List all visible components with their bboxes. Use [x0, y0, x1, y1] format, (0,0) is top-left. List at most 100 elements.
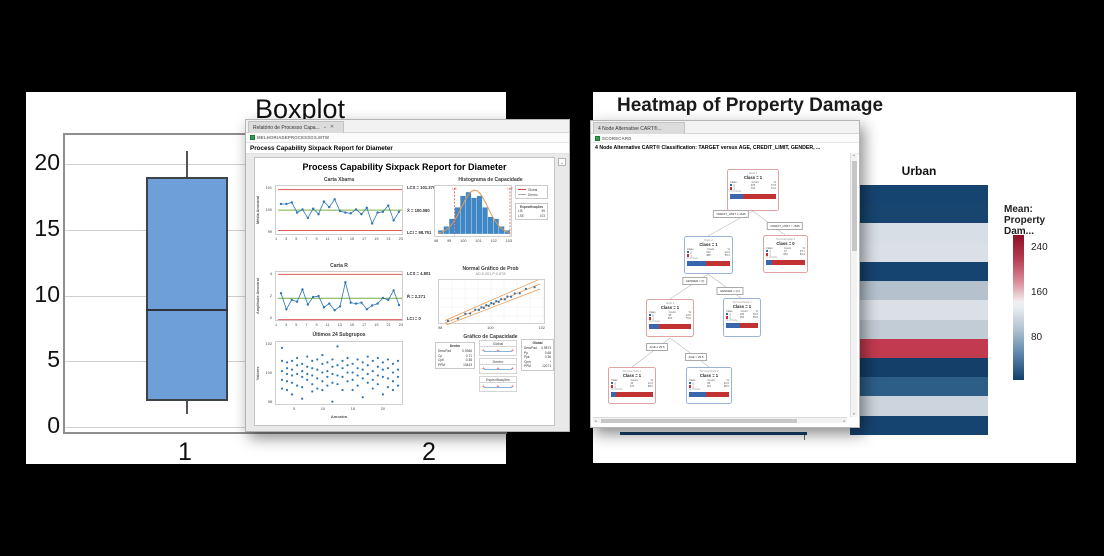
heatmap-cell[interactable]	[850, 377, 988, 397]
horizontal-scrollbar[interactable]: ◄ ►	[593, 417, 847, 423]
node-table-header: Class Count%	[726, 309, 758, 313]
heatmap-cell[interactable]	[850, 281, 988, 301]
tree-node[interactable]: Node 1 Class = 1 Class Count% 0 278 27.8 1 722 72…	[727, 169, 779, 211]
x-tick-label: 11	[325, 237, 330, 241]
vertical-scroll-thumb[interactable]	[852, 161, 857, 251]
worksheet-name: MELHORIADEPROCESSOS.MTW	[257, 135, 330, 140]
interval-line	[483, 369, 513, 370]
tree-node[interactable]: Terminal Node 3 Class = 1 Class Count% 0 135 4…	[723, 298, 761, 337]
split-condition[interactable]: GENDER = (m)	[716, 287, 744, 295]
interval-label: Global	[479, 340, 517, 347]
y-tick-label: 100	[265, 371, 272, 375]
split-condition[interactable]: CREDIT_LIMIT ≤ 1545	[712, 210, 750, 218]
horizontal-scroll-thumb[interactable]	[601, 419, 797, 423]
node-subtitle: Node 1	[748, 171, 758, 175]
split-condition[interactable]: AGE ≤ 29.5	[646, 343, 668, 351]
node-bar-caption: % of Node	[766, 256, 778, 260]
split-condition[interactable]: AGE > 29.5	[684, 353, 708, 361]
node-class-bar	[766, 260, 805, 265]
chevron-down-icon[interactable]: ⌄	[322, 124, 327, 130]
heatmap-cell[interactable]	[850, 396, 988, 416]
interval-group: Dentro+++	[479, 358, 517, 374]
vertical-scrollbar[interactable]: ▲ ▼	[850, 153, 857, 417]
node-table-row: 1 304 76.0	[649, 317, 691, 321]
cart-tab[interactable]: 4 Node Alternative CART®...	[593, 122, 685, 134]
x-tick-label: 98	[438, 326, 443, 330]
tree-node[interactable]: Terminal Node 4 Class = 0 Class Count% 0 47 15…	[763, 235, 808, 273]
tree-node[interactable]: Node 2 Class = 1 Class Count% 0 312 44.6 1 388 55…	[684, 236, 733, 274]
scroll-left-icon[interactable]: ◄	[594, 418, 597, 423]
x-tick-label: 15	[350, 407, 356, 411]
probplot-plot	[438, 278, 546, 326]
worksheet-icon	[250, 135, 255, 140]
x-tick-label: 15	[349, 323, 355, 327]
heatmap-cell[interactable]	[850, 261, 988, 282]
x-tick-label: 1	[275, 237, 278, 241]
worksheet-icon	[595, 135, 600, 141]
node-bar-caption: % of Node	[726, 319, 738, 323]
node-table: Class Count% 0 96 24.0 1 304 76.0	[649, 311, 691, 321]
x-category-label: 2	[422, 438, 436, 466]
sixpack-content: Process Capability Sixpack Report for Di…	[246, 154, 569, 431]
stat-row: DesvPad 0.9366	[438, 349, 472, 353]
x-tick-label: 5	[293, 407, 296, 411]
node-table-header: Class Count%	[766, 246, 805, 250]
heatmap-cell[interactable]	[850, 338, 988, 358]
node-table: Class Count% 0 312 44.6 1 388 55.4	[687, 248, 730, 258]
node-table: Class Count% 0 47 15.7 1 253 84.3	[766, 247, 805, 257]
node-table-row: 0 47 15.7	[766, 249, 805, 254]
control-limit-label: LCS = 4.801	[407, 271, 431, 276]
heatmap-cell[interactable]	[850, 204, 988, 224]
overall-title: Global	[532, 341, 543, 345]
rchart-plot	[275, 271, 403, 321]
heatmap-cell[interactable]	[850, 300, 988, 320]
tree-node[interactable]: Terminal Node 2 Class = 1 Class Count% 0 84 42…	[686, 367, 732, 404]
scroll-up-icon[interactable]: ▲	[852, 153, 856, 157]
tree-node[interactable]: Node 3 Class = 1 Class Count% 0 96 24.0 1 304 76.…	[646, 299, 694, 337]
control-limit-label: X̄ = 100.060	[407, 207, 430, 213]
capability-within-box: Dentro DesvPad 0.9366 Cp 0.71 CpK 0.38 PPM 1344…	[435, 342, 475, 370]
node-table-row: 0 135 45.0	[726, 312, 758, 317]
stat-row: PPM 12071	[524, 364, 551, 369]
split-condition[interactable]: CREDIT_LIMIT > 1545	[766, 222, 804, 230]
y-tick-label: 99	[267, 230, 272, 234]
legend-title-line1: Mean:	[1004, 204, 1033, 215]
y-tick-label: 0	[47, 412, 60, 438]
interval-label: Especificações	[479, 376, 517, 383]
heatmap-cell[interactable]	[850, 319, 988, 339]
sixpack-heading: Process Capability Sixpack Report for Di…	[246, 143, 569, 154]
interval-group: Global+++	[479, 340, 517, 356]
chevron-down-icon[interactable]: ⌄	[558, 158, 566, 166]
sixpack-tab[interactable]: Relatório de Processo Capa... ⌄ ✕	[248, 121, 344, 133]
node-subtitle: Node 3	[665, 301, 675, 305]
close-icon[interactable]: ✕	[329, 124, 335, 130]
x-tick-label: 3	[285, 323, 288, 327]
heatmap-cell[interactable]	[850, 223, 988, 243]
heatmap-cell[interactable]	[850, 185, 988, 205]
node-table-row: 1 176 88.0	[611, 385, 653, 389]
x-tick-label: 11	[325, 323, 330, 327]
hist-legend: Global Dentro	[515, 185, 548, 199]
heatmap-cell[interactable]	[850, 415, 988, 435]
scroll-right-icon[interactable]: ►	[843, 418, 846, 423]
stat-row: DesvPad 0.9873	[524, 346, 551, 350]
rchart-y-label: Amplitude Amostral	[256, 278, 260, 314]
box[interactable]	[146, 177, 228, 401]
cart-window: 4 Node Alternative CART®... SCORECARD 4 …	[590, 120, 860, 428]
xbar-x-ticks: 1 3 5 7 9 11 13 15 17 19 21 23	[275, 237, 403, 241]
worksheet-row[interactable]: SCORECARD	[591, 134, 859, 143]
node-table-row: 1 722 72.2	[730, 187, 776, 191]
split-condition[interactable]: GENDER = (f)	[682, 277, 708, 285]
class1-bar	[616, 392, 653, 397]
class1-bar	[659, 324, 691, 329]
heatmap-cell[interactable]	[850, 357, 988, 378]
interval-group: Especificações+++	[479, 376, 517, 392]
scroll-down-icon[interactable]: ▼	[852, 412, 856, 416]
tree-node[interactable]: Terminal Node 1 Class = 1 Class Count% 0 24 12…	[608, 367, 656, 404]
heatmap-cell[interactable]	[850, 242, 988, 262]
node-table-row: 0 312 44.6	[687, 250, 730, 255]
y-tick-label: 10	[34, 280, 60, 307]
node-bar-caption: % of Node	[611, 388, 623, 392]
class0-bar	[687, 261, 707, 266]
worksheet-row[interactable]: MELHORIADEPROCESSOS.MTW	[246, 133, 569, 143]
